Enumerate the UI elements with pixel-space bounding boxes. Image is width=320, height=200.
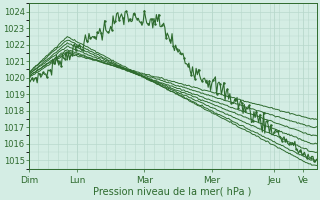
X-axis label: Pression niveau de la mer( hPa ): Pression niveau de la mer( hPa ) — [93, 187, 252, 197]
